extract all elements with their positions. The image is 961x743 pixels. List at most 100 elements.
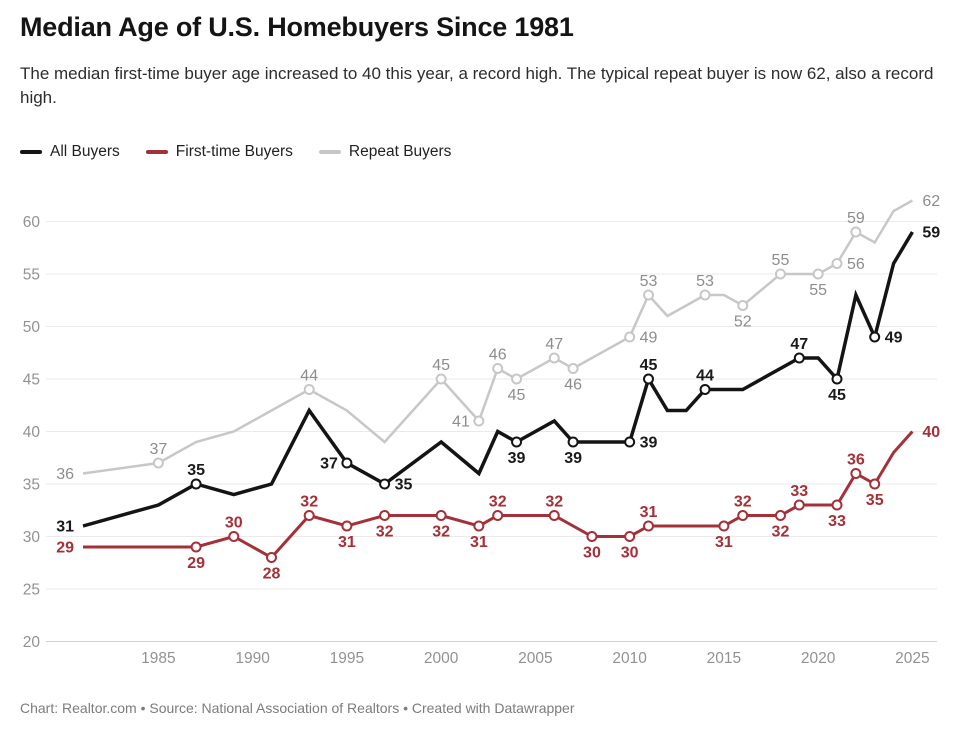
data-point-label-repeat-buyers: 47 xyxy=(545,336,563,353)
data-point-label-repeat-buyers: 46 xyxy=(489,347,507,364)
data-point-marker-all-buyers xyxy=(699,384,711,395)
data-point-label-first-time-buyers: 32 xyxy=(545,494,563,511)
data-point-label-all-buyers: 49 xyxy=(885,330,903,347)
data-point-marker-repeat-buyers xyxy=(831,258,843,269)
data-point-label-repeat-buyers: 53 xyxy=(640,273,658,290)
data-point-label-repeat-buyers: 41 xyxy=(452,414,470,431)
data-point-marker-repeat-buyers xyxy=(548,352,560,364)
data-point-label-all-buyers: 59 xyxy=(922,225,940,242)
data-point-label-all-buyers: 37 xyxy=(320,456,338,473)
x-tick-label: 2015 xyxy=(707,650,741,667)
data-point-label-first-time-buyers: 31 xyxy=(640,504,658,521)
data-point-marker-repeat-buyers xyxy=(303,384,315,395)
data-point-marker-first-time-buyers xyxy=(190,541,202,553)
data-point-label-first-time-buyers: 33 xyxy=(828,513,846,530)
data-point-marker-all-buyers xyxy=(190,478,202,490)
data-point-marker-all-buyers xyxy=(869,331,881,343)
x-tick-label: 2025 xyxy=(895,650,929,667)
data-point-marker-first-time-buyers xyxy=(869,478,881,490)
data-point-label-first-time-buyers: 32 xyxy=(489,494,507,511)
x-tick-label: 2000 xyxy=(424,650,459,667)
data-point-marker-first-time-buyers xyxy=(473,520,485,532)
legend-swatch-repeat-buyers xyxy=(318,150,341,154)
data-point-marker-repeat-buyers xyxy=(492,363,504,374)
y-tick-label: 20 xyxy=(23,634,41,651)
data-point-marker-repeat-buyers xyxy=(567,363,579,374)
y-tick-label: 55 xyxy=(23,267,40,284)
data-point-marker-first-time-buyers xyxy=(303,510,315,521)
data-point-marker-repeat-buyers xyxy=(473,415,485,427)
data-point-marker-repeat-buyers xyxy=(850,226,862,238)
data-point-label-all-buyers: 39 xyxy=(508,450,526,467)
data-point-label-all-buyers: 35 xyxy=(395,477,413,494)
legend: All Buyers First-time Buyers Repeat Buye… xyxy=(20,143,451,161)
data-point-label-repeat-buyers: 55 xyxy=(772,252,790,269)
data-point-label-repeat-buyers: 55 xyxy=(809,282,827,299)
legend-label-all-buyers: All Buyers xyxy=(50,143,120,160)
data-point-label-all-buyers: 39 xyxy=(564,450,582,467)
data-point-label-all-buyers: 44 xyxy=(696,368,714,385)
series-line-first-time-buyers xyxy=(83,430,914,560)
x-tick-label: 1995 xyxy=(330,650,364,667)
data-point-label-first-time-buyers: 30 xyxy=(583,545,601,562)
data-point-label-all-buyers: 45 xyxy=(640,357,658,374)
data-point-marker-first-time-buyers xyxy=(850,468,862,479)
data-point-marker-first-time-buyers xyxy=(379,510,391,521)
data-point-marker-repeat-buyers xyxy=(152,457,164,469)
y-tick-label: 45 xyxy=(23,372,40,389)
data-point-marker-repeat-buyers xyxy=(624,331,636,343)
data-point-marker-first-time-buyers xyxy=(435,510,447,521)
chart-footer: Chart: Realtor.com • Source: National As… xyxy=(20,700,575,716)
data-point-label-repeat-buyers: 45 xyxy=(508,387,526,404)
data-point-marker-all-buyers xyxy=(341,457,353,469)
data-point-label-repeat-buyers: 52 xyxy=(734,314,752,331)
data-point-marker-first-time-buyers xyxy=(737,510,749,521)
data-point-label-first-time-buyers: 29 xyxy=(56,540,74,557)
data-point-label-first-time-buyers: 32 xyxy=(376,524,394,541)
data-point-marker-repeat-buyers xyxy=(774,268,786,280)
y-tick-label: 60 xyxy=(23,214,41,231)
legend-item-repeat-buyers: Repeat Buyers xyxy=(318,143,451,161)
data-point-marker-first-time-buyers xyxy=(624,531,636,542)
data-point-label-first-time-buyers: 33 xyxy=(790,483,808,500)
data-point-marker-first-time-buyers xyxy=(793,499,805,511)
x-tick-label: 2005 xyxy=(518,650,552,667)
y-tick-label: 30 xyxy=(23,529,41,546)
data-point-marker-repeat-buyers xyxy=(699,289,711,301)
data-point-label-repeat-buyers: 45 xyxy=(432,357,450,374)
data-point-label-all-buyers: 31 xyxy=(56,519,74,536)
legend-label-first-time-buyers: First-time Buyers xyxy=(175,143,293,160)
legend-swatch-all-buyers xyxy=(20,150,42,154)
data-point-marker-first-time-buyers xyxy=(586,531,598,542)
x-tick-label: 1985 xyxy=(141,650,175,667)
data-point-marker-all-buyers xyxy=(643,373,654,385)
data-point-label-first-time-buyers: 29 xyxy=(187,555,205,572)
y-tick-label: 50 xyxy=(23,319,41,336)
data-point-label-repeat-buyers: 36 xyxy=(56,466,74,483)
data-point-marker-first-time-buyers xyxy=(774,510,786,521)
data-point-label-repeat-buyers: 44 xyxy=(300,368,318,385)
data-point-label-repeat-buyers: 59 xyxy=(847,210,865,227)
data-point-label-repeat-buyers: 37 xyxy=(150,441,168,458)
data-point-marker-first-time-buyers xyxy=(266,552,277,563)
data-point-marker-first-time-buyers xyxy=(718,520,730,532)
line-chart: 2025 30 35 40 45 50 55 60 1985 1990 1995 2000 2005 20… xyxy=(23,193,941,667)
data-point-label-first-time-buyers: 31 xyxy=(470,534,488,551)
x-tick-label: 2020 xyxy=(801,650,836,667)
chart-subtitle: The median first-time buyer age increase… xyxy=(20,64,934,108)
data-point-marker-repeat-buyers xyxy=(511,373,523,385)
data-point-marker-repeat-buyers xyxy=(643,289,654,301)
x-tick-label: 1990 xyxy=(235,650,270,667)
data-point-label-all-buyers: 47 xyxy=(790,336,808,353)
y-tick-label: 40 xyxy=(23,424,41,441)
data-point-label-repeat-buyers: 53 xyxy=(696,273,714,290)
legend-item-first-time-buyers: First-time Buyers xyxy=(145,143,293,161)
data-point-label-first-time-buyers: 36 xyxy=(847,452,865,469)
data-point-label-first-time-buyers: 28 xyxy=(263,566,281,583)
data-point-label-first-time-buyers: 35 xyxy=(866,492,884,509)
data-point-label-first-time-buyers: 32 xyxy=(432,524,450,541)
data-point-label-all-buyers: 35 xyxy=(187,462,205,479)
data-point-marker-repeat-buyers xyxy=(435,373,447,385)
data-point-label-first-time-buyers: 30 xyxy=(225,515,243,532)
data-point-label-repeat-buyers: 49 xyxy=(640,330,658,347)
